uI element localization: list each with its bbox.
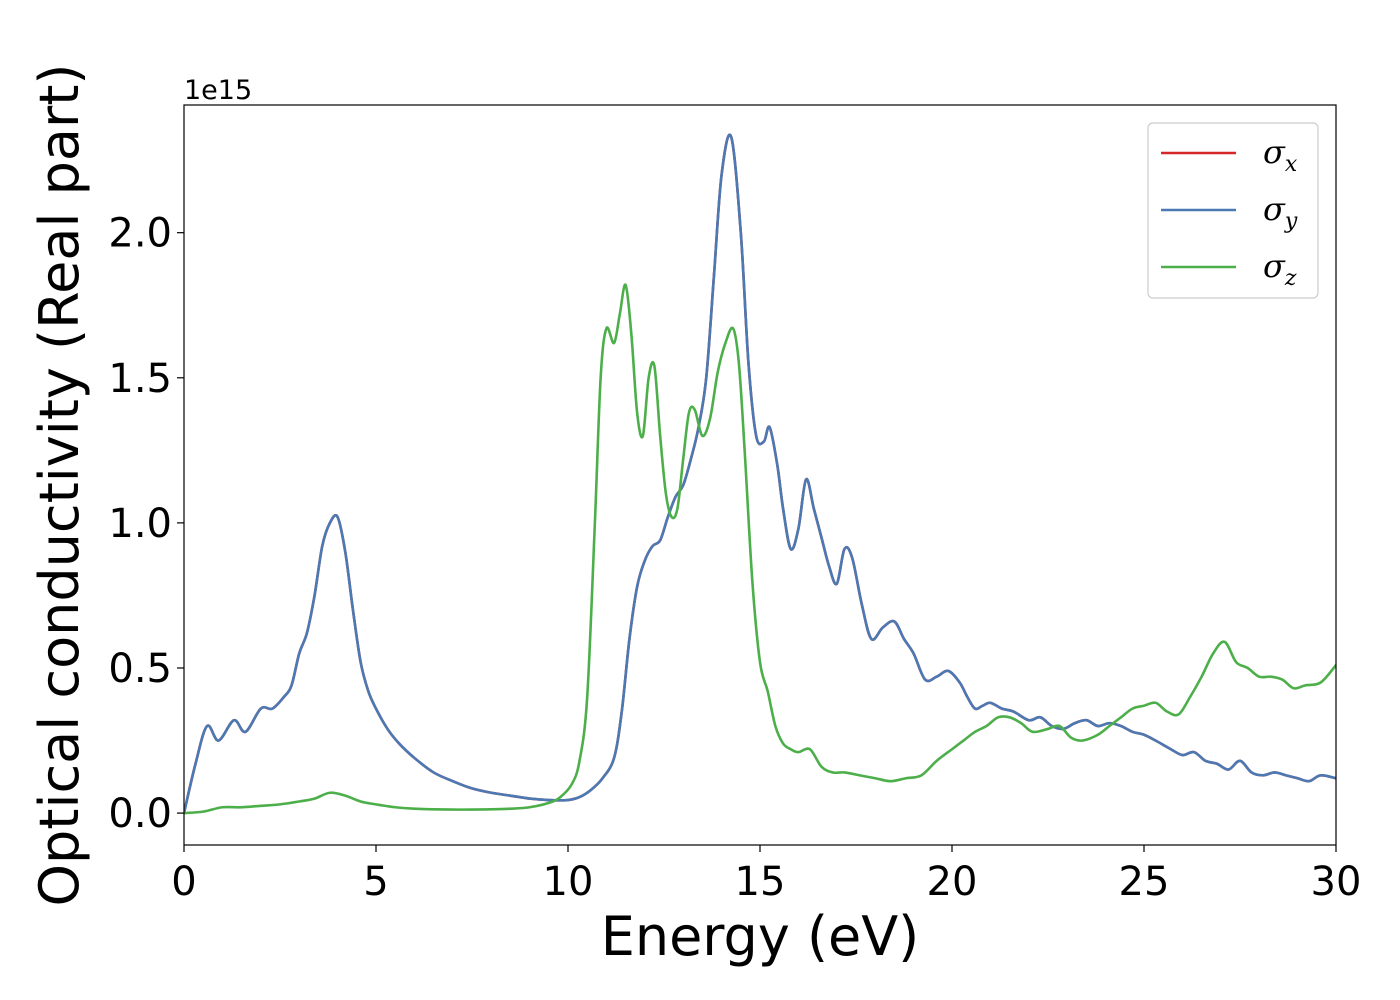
x-tick-label: 15	[735, 859, 786, 905]
y-tick-label: 0.0	[108, 791, 172, 837]
y-tick-label: 1.5	[108, 356, 172, 402]
series-layer	[184, 133, 1336, 815]
x-tick-label: 25	[1119, 859, 1170, 905]
x-tick-label: 20	[927, 859, 978, 905]
y-axis-label: Optical conductivity (Real part)	[28, 64, 91, 907]
x-tick-label: 10	[543, 859, 594, 905]
y-tick-label: 2.0	[108, 211, 172, 257]
series-line-3	[184, 283, 1336, 815]
x-tick-label: 5	[363, 859, 388, 905]
x-axis-ticks: 0 5 10 15 20 25 30	[171, 845, 1361, 905]
y-tick-label: 1.0	[108, 501, 172, 547]
legend: σx σy σz	[1147, 122, 1319, 299]
legend-entry: σz	[1263, 247, 1297, 291]
legend-entry: σy	[1263, 190, 1298, 234]
x-tick-label: 30	[1311, 859, 1362, 905]
series-line-2	[184, 133, 1336, 815]
y-axis-ticks: 0.0 0.5 1.0 1.5 2.0	[108, 211, 184, 837]
legend-entry: σx	[1263, 133, 1298, 177]
x-tick-label: 0	[171, 859, 196, 905]
y-tick-label: 0.5	[108, 646, 172, 692]
x-axis-label: Energy (eV)	[601, 905, 920, 968]
y-offset-label: 1e15	[184, 75, 252, 106]
